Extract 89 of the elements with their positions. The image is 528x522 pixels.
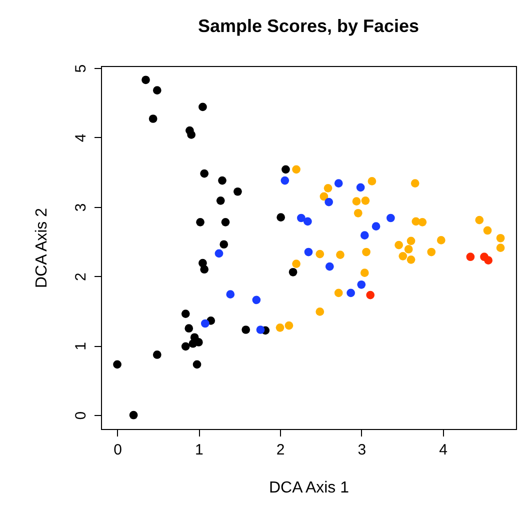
point [324, 198, 334, 206]
point [142, 76, 150, 84]
point [418, 218, 427, 226]
point [304, 248, 313, 256]
x-tick-label: 4 [439, 442, 448, 458]
point [226, 290, 235, 299]
point [252, 296, 261, 304]
point [200, 169, 209, 178]
point [394, 240, 404, 250]
point [234, 187, 242, 196]
point [336, 250, 344, 259]
point [188, 339, 198, 348]
point [361, 196, 370, 205]
point [366, 290, 375, 300]
point [214, 249, 224, 258]
point [296, 214, 306, 222]
y-tick-label: 0 [72, 411, 90, 420]
y-axis-title: DCA Axis 2 [34, 208, 50, 288]
point [496, 234, 505, 242]
chart-title: Sample Scores, by Facies [198, 16, 420, 36]
point [282, 165, 290, 174]
point [356, 183, 365, 192]
x-axis-title: DCA Axis 1 [268, 480, 350, 496]
point [187, 130, 196, 139]
point [324, 184, 332, 192]
x-tick-label: 3 [358, 442, 366, 458]
point [398, 252, 408, 260]
x-tick-label: 1 [194, 442, 204, 458]
point [354, 208, 362, 218]
point [292, 260, 300, 268]
point [304, 217, 312, 226]
y-tick-label: 2 [72, 272, 90, 281]
point [334, 288, 343, 298]
point [200, 265, 209, 274]
point [352, 197, 361, 206]
point [192, 360, 202, 369]
point [346, 288, 355, 298]
point [288, 268, 298, 276]
point [148, 114, 158, 123]
point [220, 240, 228, 249]
point [334, 179, 343, 188]
point [316, 250, 324, 258]
point [316, 308, 324, 316]
point [368, 177, 376, 186]
point [242, 326, 250, 334]
y-tick-label: 4 [72, 134, 90, 142]
point [280, 176, 290, 185]
x-tick-label: 0 [114, 442, 122, 458]
point [181, 342, 190, 351]
point [113, 360, 122, 369]
y-tick-label: 5 [72, 64, 90, 73]
y-tick-label: 1 [72, 342, 90, 350]
point [216, 196, 225, 205]
point [256, 326, 265, 334]
y-tick-label: 3 [72, 203, 90, 212]
point [436, 236, 446, 244]
point [196, 218, 204, 226]
point [152, 350, 162, 359]
point [221, 218, 230, 226]
point [362, 248, 370, 256]
point [404, 245, 413, 254]
point [181, 310, 190, 318]
point [475, 216, 484, 224]
point [292, 165, 300, 174]
point [184, 324, 194, 333]
point [427, 248, 436, 256]
point [484, 256, 493, 265]
point [152, 86, 162, 94]
point [218, 176, 226, 185]
point [360, 268, 369, 278]
point [325, 262, 334, 271]
point [406, 236, 416, 246]
point [357, 280, 366, 289]
point [276, 213, 286, 222]
x-tick-label: 2 [276, 442, 285, 458]
point [496, 244, 505, 252]
point [406, 255, 416, 264]
point [466, 252, 475, 262]
point [200, 319, 210, 328]
point [360, 231, 369, 240]
point [386, 214, 395, 222]
point [410, 179, 420, 188]
point [129, 410, 138, 420]
point [320, 192, 328, 201]
point [372, 222, 380, 231]
point [276, 323, 284, 332]
point [284, 321, 294, 330]
point [483, 226, 492, 235]
point [198, 102, 207, 112]
